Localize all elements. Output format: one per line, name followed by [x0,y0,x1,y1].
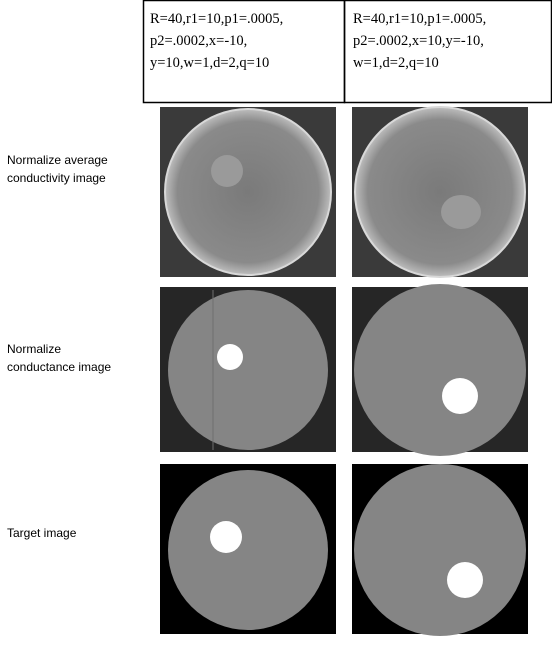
image [352,284,528,456]
header-text: R=40,r1=10,p1=.0005, [353,11,486,27]
page: R=40,r1=10,p1=.0005, p2=.0002,x=-10, y=1… [0,0,552,647]
header-text: p2=.0002,x=-10, [150,33,247,49]
image [160,464,336,634]
image [160,287,336,452]
row-label: Normalize [7,342,61,356]
header-text: w=1,d=2,q=10 [353,55,439,71]
image [160,107,336,277]
row-label: conductance image [7,360,111,374]
row-label: Target image [7,526,77,540]
row-label: Normalize average [7,153,108,167]
figure: R=40,r1=10,p1=.0005, p2=.0002,x=-10, y=1… [0,0,552,647]
header-text: y=10,w=1,d=2,q=10 [150,55,269,71]
row-label: conductivity image [7,171,106,185]
header-text: p2=.0002,x=10,y=-10, [353,33,484,49]
image [352,107,528,277]
image [352,464,528,636]
header-text: R=40,r1=10,p1=.0005, [150,11,283,27]
